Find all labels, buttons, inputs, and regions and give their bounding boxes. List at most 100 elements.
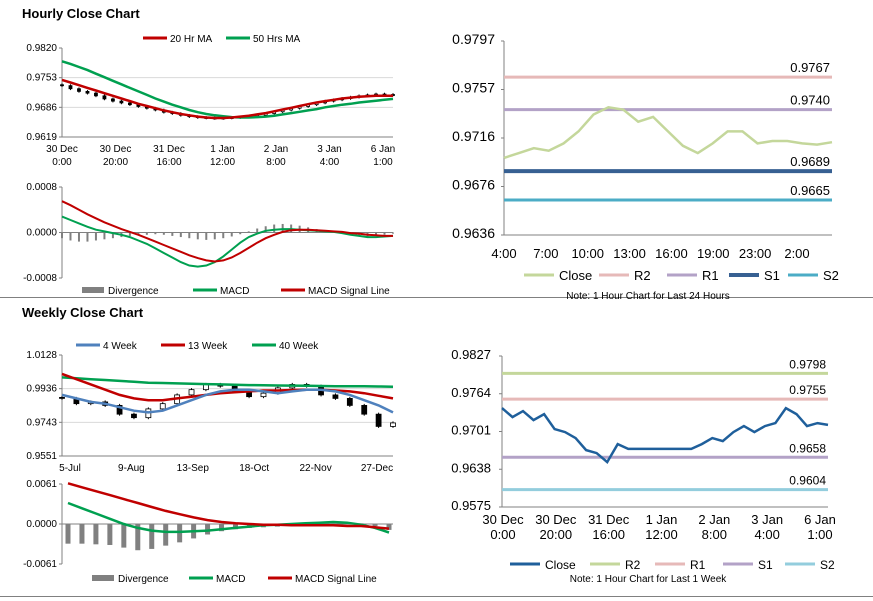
weekly-macd-legend-label: MACD [216,574,245,585]
section-divider [0,297,873,298]
weekly-line-legend-label: Close [545,558,576,572]
weekly-line-x-tick-time: 20:00 [540,527,573,542]
hourly-candle-y-tick-label: 0.9753 [26,73,57,84]
weekly-macd-y-tick-label: 0.0000 [26,519,57,530]
hourly-line-chart: 0.9797 0.9757 0.9716 0.9676 0.9636 0.9767 0.97… [452,31,839,302]
weekly-ma4-legend-label: 4 Week [103,341,138,352]
weekly-candle [59,397,65,399]
weekly-line-y-tick-label: 0.9575 [451,498,491,513]
weekly-candle [159,403,166,410]
weekly-line-x-tick-date: 1 Jan [646,512,678,527]
hourly-divergence-bar [239,232,242,235]
weekly-ma4-line [61,388,394,414]
weekly-candle-y-tick-label: 0.9743 [26,417,57,428]
hourly-ma20-legend-label: 20 Hr MA [170,34,213,45]
hourly-ma50-legend-label: 50 Hrs MA [253,34,301,45]
hourly-candle [85,90,90,94]
hourly-divergence-bar [162,232,165,235]
weekly-line-x-tick-time: 1:00 [807,527,832,542]
hourly-candle [102,95,107,100]
weekly-divergence-bar [135,524,141,551]
hourly-divergence-bar [196,232,199,240]
hourly-x-tick-time: 12:00 [210,157,235,168]
hourly-x-tick-time: 8:00 [266,157,286,168]
weekly-x-tick: 9-Aug [118,463,145,474]
weekly-divergence-bar [386,524,392,530]
hourly-divergence-bar [247,231,250,233]
hourly-x-tick-date: 30 Dec [46,144,78,155]
hourly-candle-y-tick-label: 0.9686 [26,102,57,113]
hourly-divergence-bar [383,232,386,235]
weekly-divergence-legend-swatch [92,575,114,581]
hourly-candle [127,102,132,106]
hourly-x-tick-time: 4:00 [320,157,340,168]
weekly-divergence-bar [65,524,71,544]
weekly-ma13-legend-label: 13 Week [188,341,228,352]
weekly-candle [131,413,137,419]
weekly-x-tick: 5-Jul [59,463,81,474]
weekly-candle [390,422,396,427]
hourly-divergence-bar [213,232,216,240]
hourly-candle-y-tick-label: 0.9820 [26,43,57,54]
hourly-divergence-bar [230,232,233,237]
hourly-divergence-bar [392,232,394,234]
hourly-candle [77,88,81,92]
weekly-macd-line [67,501,390,534]
hourly-line-x-tick: 23:00 [739,246,772,261]
hourly-close-line [503,106,833,160]
weekly-title: Weekly Close Chart [22,305,144,320]
hourly-line-legend-label: R1 [702,268,719,283]
weekly-divergence-bar [330,523,336,524]
hourly-line-x-tick: 2:00 [784,246,809,261]
weekly-line-x-tick-time: 0:00 [490,527,515,542]
level-label-r2: 0.9798 [789,357,826,371]
weekly-line-x-tick-time: 12:00 [645,527,678,542]
hourly-line-legend-label: R2 [634,268,651,283]
hourly-divergence-bar [273,224,276,233]
level-label-s2: 0.9604 [789,474,826,488]
weekly-divergence-bar [177,524,183,543]
hourly-divergence-bar [179,232,182,238]
weekly-x-tick: 13-Sep [177,463,210,474]
hourly-divergence-legend-label: Divergence [108,286,159,297]
hourly-x-tick-date: 31 Dec [153,144,185,155]
hourly-divergence-bar [69,232,72,241]
weekly-candle [346,398,353,406]
weekly-line-y-tick-label: 0.9638 [451,460,491,475]
hourly-line-legend-label: S2 [823,268,839,283]
hourly-signal-line [61,200,393,263]
hourly-divergence-bar [86,232,89,242]
weekly-signal-legend-label: MACD Signal Line [295,574,377,585]
weekly-close-line [501,406,829,465]
weekly-line-x-tick-time: 16:00 [592,527,625,542]
weekly-divergence-bar [372,524,378,526]
level-label-s1: 0.9658 [789,441,826,455]
weekly-line-x-tick-time: 8:00 [702,527,727,542]
hourly-candle [68,85,73,90]
hourly-divergence-bar [77,232,80,242]
weekly-ma40-line [61,376,394,388]
weekly-ma13-line [61,372,394,402]
hourly-line-y-tick-label: 0.9716 [452,128,495,144]
hourly-divergence-bar [171,232,174,236]
hourly-x-tick-time: 16:00 [156,157,181,168]
hourly-line-legend-label: Close [559,268,592,283]
weekly-candle [375,413,382,427]
hourly-line-x-tick: 4:00 [491,246,516,261]
weekly-divergence-bar [149,524,155,549]
weekly-line-x-tick-date: 30 Dec [535,512,577,527]
hourly-candle [111,98,115,102]
hourly-divergence-bar [264,226,267,233]
hourly-ma50-line [61,60,394,119]
hourly-divergence-bar [205,232,208,240]
hourly-line-note: Note: 1 Hour Chart for Last 24 Hours [566,291,729,302]
weekly-x-tick: 27-Dec [361,463,393,474]
weekly-divergence-bar [205,524,211,535]
level-label-s1: 0.9689 [790,154,830,169]
hourly-macd-y-tick-label: 0.0008 [26,182,57,193]
weekly-divergence-bar [121,524,127,548]
hourly-divergence-bar [256,228,259,233]
hourly-candle [60,84,64,87]
